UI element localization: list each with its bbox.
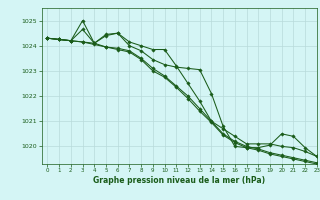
X-axis label: Graphe pression niveau de la mer (hPa): Graphe pression niveau de la mer (hPa) — [93, 176, 265, 185]
